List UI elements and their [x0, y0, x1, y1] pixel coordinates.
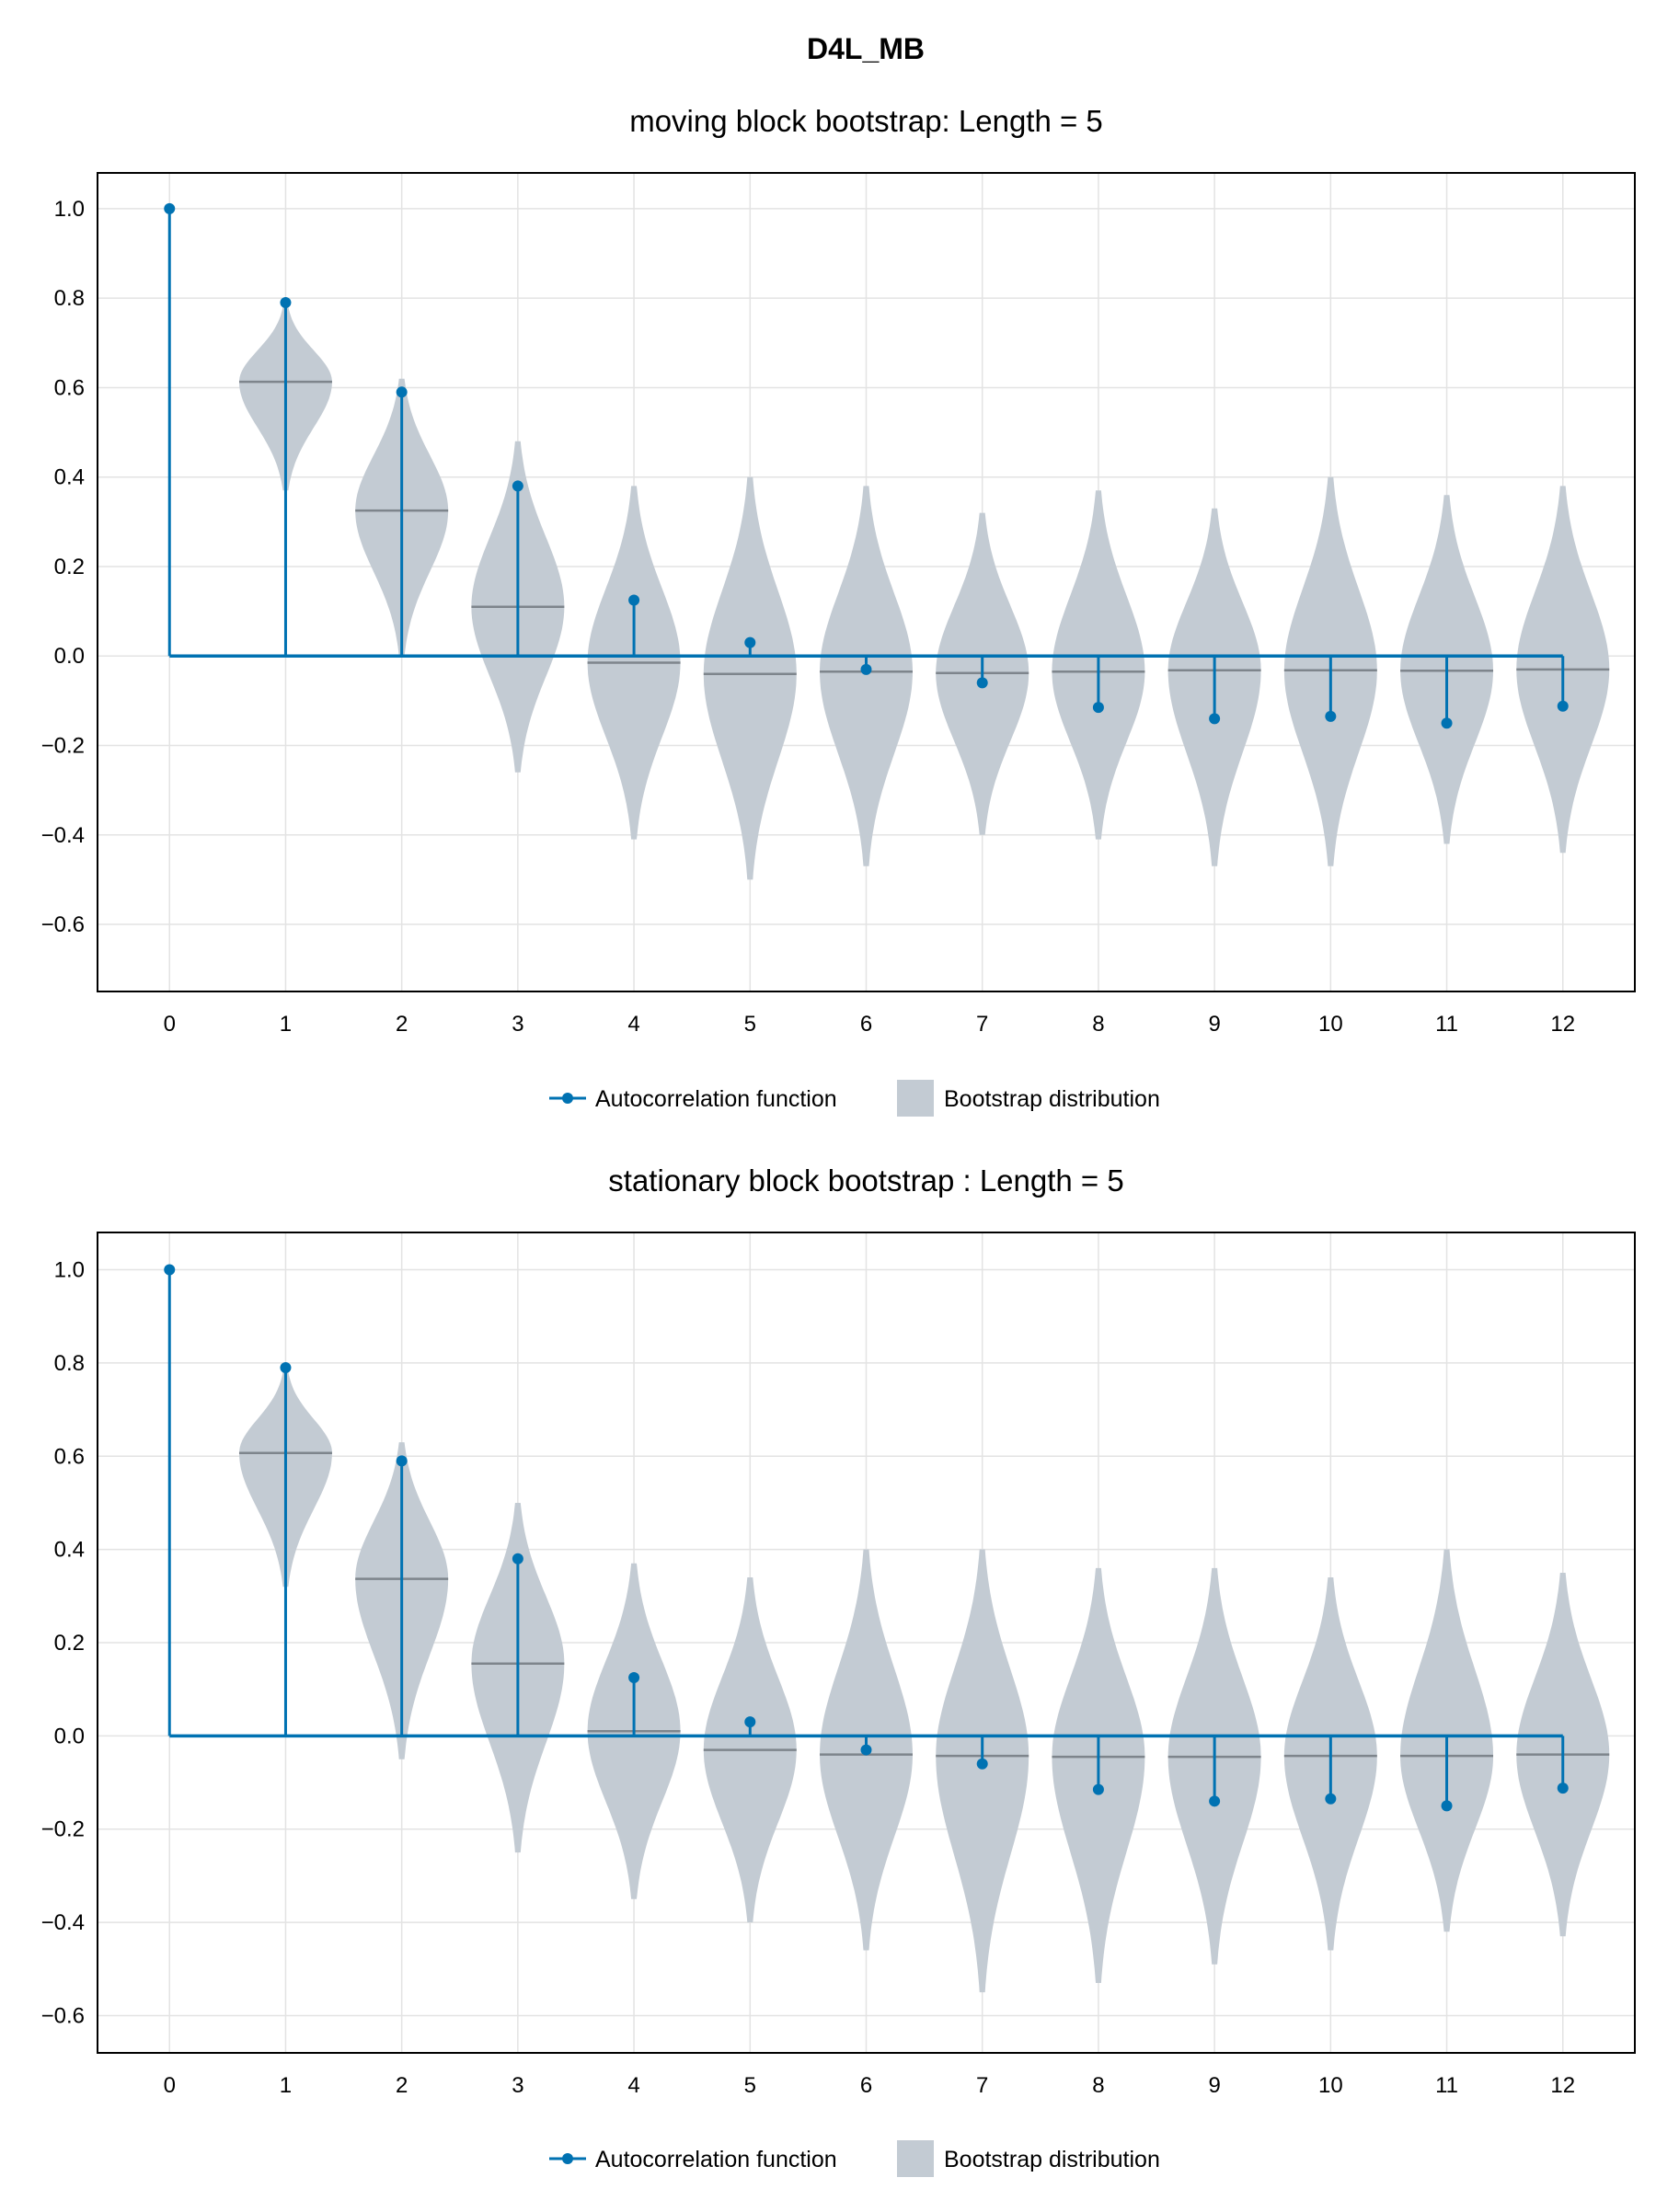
x-tick-label: 2	[396, 2073, 408, 2098]
x-tick-label: 0	[164, 1012, 176, 1037]
legend-acf-marker	[562, 1093, 573, 1104]
y-tick-label: −0.2	[41, 734, 85, 759]
legend-acf-marker	[562, 2153, 573, 2164]
x-tick-label: 5	[744, 2073, 756, 2098]
x-tick-label: 6	[860, 2073, 872, 2098]
acf-point-lag-5	[744, 1716, 756, 1728]
y-tick-label: −0.2	[41, 1817, 85, 1842]
x-tick-label: 0	[164, 2073, 176, 2098]
acf-point-lag-11	[1441, 717, 1453, 729]
acf-point-lag-5	[744, 636, 756, 648]
x-tick-label: 1	[280, 2073, 292, 2098]
x-tick-label: 9	[1208, 2073, 1220, 2098]
acf-point-lag-4	[628, 594, 640, 606]
y-tick-label: 0.0	[54, 1724, 85, 1748]
acf-point-lag-2	[396, 386, 408, 398]
y-tick-label: −0.4	[41, 1910, 85, 1935]
legend-bootstrap-label: Bootstrap distribution	[944, 1086, 1160, 1112]
acf-point-lag-12	[1557, 1782, 1569, 1794]
bootstrap-violin-lag-6	[820, 486, 913, 866]
y-tick-label: 0.2	[54, 555, 85, 579]
bootstrap-violin-lag-7	[936, 1549, 1029, 1993]
x-tick-label: 3	[512, 2073, 523, 2098]
x-tick-label: 7	[976, 1012, 988, 1037]
legend-bootstrap-label: Bootstrap distribution	[944, 2147, 1160, 2172]
acf-point-lag-1	[280, 297, 292, 309]
acf-point-lag-2	[396, 1455, 408, 1467]
x-tick-label: 5	[744, 1012, 756, 1037]
figure-title: D4L_MB	[807, 32, 925, 65]
x-tick-label: 4	[627, 1012, 639, 1037]
acf-point-lag-6	[860, 663, 872, 675]
x-tick-label: 12	[1550, 1012, 1575, 1037]
acf-point-lag-8	[1092, 702, 1104, 714]
x-tick-label: 7	[976, 2073, 988, 2098]
y-tick-label: 0.4	[54, 1538, 85, 1563]
plot-frame	[97, 172, 1636, 992]
acf-point-lag-10	[1325, 710, 1337, 722]
x-tick-label: 10	[1318, 2073, 1343, 2098]
acf-point-lag-3	[512, 1553, 523, 1564]
x-tick-label: 9	[1208, 1012, 1220, 1037]
legend: Autocorrelation function Bootstrap distri…	[549, 1080, 1160, 1117]
y-tick-label: 0.8	[54, 1351, 85, 1376]
legend-bootstrap-swatch	[897, 1080, 934, 1117]
plot-frame	[97, 1232, 1636, 2054]
acf-point-lag-7	[976, 677, 988, 689]
y-tick-label: 0.8	[54, 286, 85, 311]
acf-point-lag-8	[1092, 1783, 1104, 1795]
acf-point-lag-0	[164, 1264, 176, 1276]
y-tick-label: −0.6	[41, 2003, 85, 2028]
acf-point-lag-12	[1557, 700, 1569, 712]
x-tick-label: 1	[280, 1012, 292, 1037]
y-tick-label: −0.6	[41, 912, 85, 937]
acf-point-lag-6	[860, 1744, 872, 1756]
y-tick-label: 1.0	[54, 1258, 85, 1283]
y-tick-label: 1.0	[54, 197, 85, 222]
y-tick-label: 0.2	[54, 1631, 85, 1656]
bootstrap-violin-lag-5	[703, 476, 797, 880]
x-tick-label: 10	[1318, 1012, 1343, 1037]
x-tick-label: 11	[1435, 1012, 1458, 1037]
chart-panel-1: moving block bootstrap: Length = 5 −0.6 −0…	[41, 104, 1636, 1117]
acf-point-lag-9	[1209, 713, 1221, 725]
y-tick-label: −0.4	[41, 823, 85, 848]
y-tick-label: 0.6	[54, 1444, 85, 1469]
legend: Autocorrelation function Bootstrap distri…	[549, 2140, 1160, 2177]
y-tick-label: 0.0	[54, 644, 85, 669]
x-tick-label: 6	[860, 1012, 872, 1037]
acf-point-lag-7	[976, 1758, 988, 1770]
acf-point-lag-10	[1325, 1793, 1337, 1805]
acf-point-lag-0	[164, 202, 176, 214]
acf-point-lag-9	[1209, 1795, 1221, 1807]
legend-bootstrap-swatch	[897, 2140, 934, 2177]
chart-panel-2: stationary block bootstrap : Length = 5 −…	[41, 1163, 1636, 2177]
legend-acf-label: Autocorrelation function	[595, 1086, 837, 1112]
x-tick-label: 4	[627, 2073, 639, 2098]
y-tick-label: 0.6	[54, 375, 85, 400]
x-tick-label: 3	[512, 1012, 523, 1037]
acf-point-lag-4	[628, 1672, 640, 1684]
x-tick-label: 2	[396, 1012, 408, 1037]
x-tick-label: 12	[1550, 2073, 1575, 2098]
y-tick-label: 0.4	[54, 465, 85, 490]
acf-point-lag-1	[280, 1361, 292, 1373]
x-tick-label: 8	[1092, 2073, 1104, 2098]
x-tick-label: 8	[1092, 1012, 1104, 1037]
x-tick-label: 11	[1435, 2073, 1458, 2098]
legend-acf-label: Autocorrelation function	[595, 2147, 837, 2172]
acf-point-lag-3	[512, 480, 523, 492]
panel-title: moving block bootstrap: Length = 5	[629, 104, 1103, 138]
acf-point-lag-11	[1441, 1800, 1453, 1812]
panel-title: stationary block bootstrap : Length = 5	[608, 1163, 1123, 1198]
